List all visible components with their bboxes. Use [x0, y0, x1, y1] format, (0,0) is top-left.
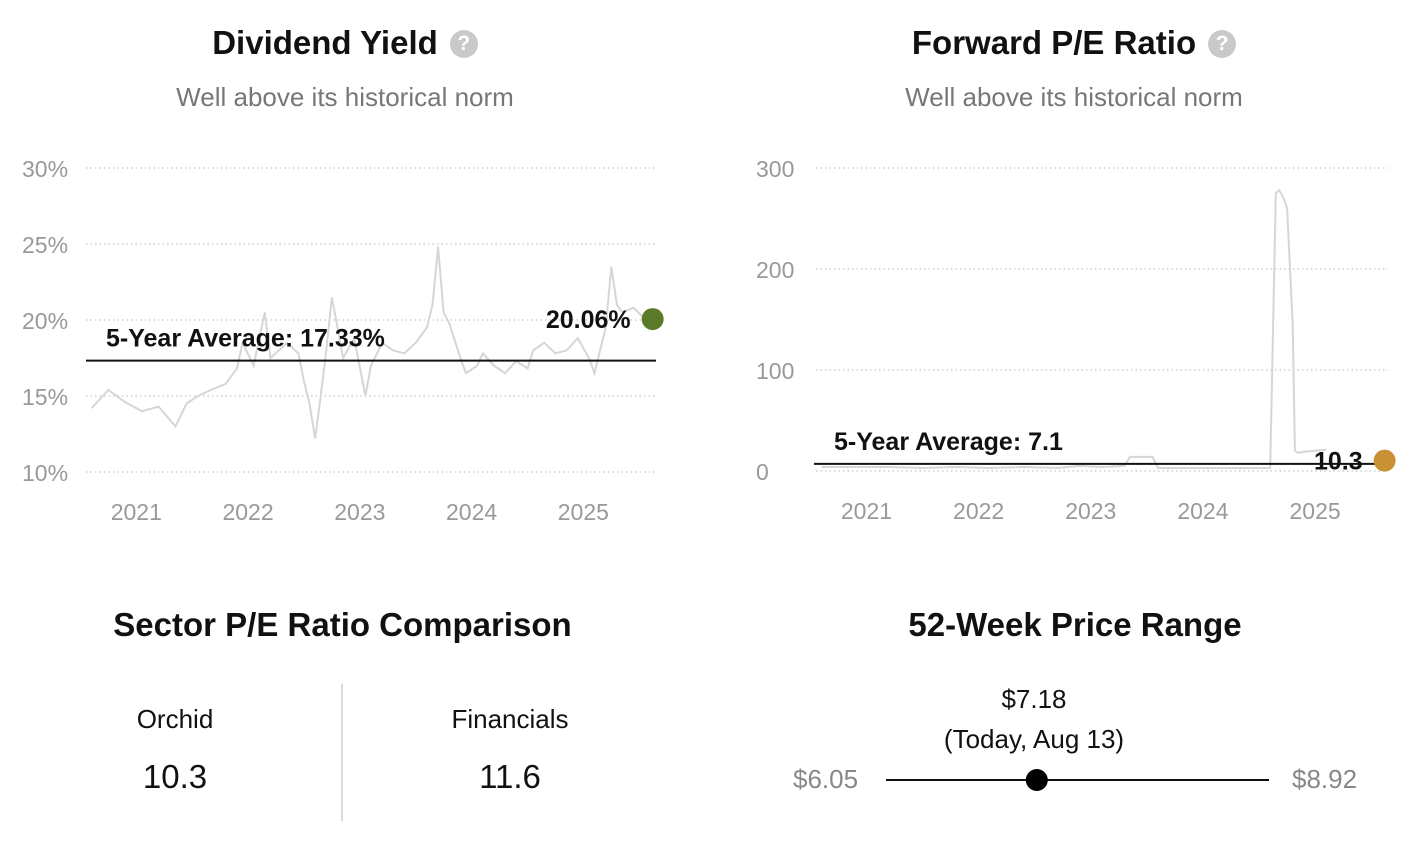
sector-pe-divider	[341, 684, 343, 821]
dividend-yield-subtitle: Well above its historical norm	[176, 82, 514, 112]
forward-pe-x-tick-label: 2022	[953, 498, 1004, 524]
sector-pe-title: Sector P/E Ratio Comparison	[113, 606, 572, 643]
forward-pe-y-tick-label: 0	[756, 459, 769, 485]
forward-pe-x-tick-label: 2024	[1177, 498, 1228, 524]
dividend-yield-title-row: Dividend Yield?	[0, 24, 690, 62]
question-circle-icon[interactable]: ?	[449, 30, 478, 58]
dividend-yield-y-tick-label: 10%	[22, 460, 68, 486]
price-range-title: 52-Week Price Range	[908, 606, 1242, 643]
dividend-yield-panel: Dividend Yield? Well above its historica…	[0, 0, 690, 560]
sector-pe-label-financials: Financials	[451, 704, 569, 734]
question-circle-icon[interactable]: ?	[1208, 30, 1237, 58]
forward-pe-y-tick-label: 300	[756, 156, 794, 182]
price-range-current-price: $7.18	[1001, 684, 1067, 714]
price-range-high: $8.92	[1292, 764, 1358, 794]
dividend-yield-current-label: 20.06%	[546, 306, 631, 334]
dividend-yield-series-line	[90, 246, 646, 439]
forward-pe-title: Forward P/E Ratio	[911, 24, 1197, 61]
dividend-yield-x-tick-label: 2023	[334, 499, 385, 525]
forward-pe-series-line	[821, 188, 1327, 470]
dividend-yield-title: Dividend Yield	[212, 24, 438, 61]
sector-pe-label-orchid: Orchid	[136, 704, 214, 734]
forward-pe-subtitle: Well above its historical norm	[905, 82, 1243, 112]
forward-pe-y-tick-label: 200	[756, 257, 794, 283]
price-range-current-date: (Today, Aug 13)	[943, 724, 1125, 754]
dividend-yield-y-tick-label: 25%	[22, 232, 68, 258]
forward-pe-x-tick-label: 2021	[841, 498, 892, 524]
price-range-low: $6.05	[793, 764, 859, 794]
forward-pe-current-label: 10.3	[1314, 448, 1363, 476]
sector-pe-value-orchid: 10.3	[142, 758, 208, 795]
dividend-yield-y-tick-label: 20%	[22, 308, 68, 334]
sector-pe-value-financials: 11.6	[479, 758, 541, 795]
dividend-yield-x-tick-label: 2021	[111, 499, 162, 525]
dividend-yield-current-point	[641, 308, 664, 331]
forward-pe-current-point	[1373, 449, 1396, 472]
dividend-yield-chart: 10% 15% 20% 25% 30% 2021 2022 2023 2024 2025 5-Yea…	[22, 156, 664, 525]
forward-pe-x-tick-label: 2023	[1065, 498, 1116, 524]
forward-pe-y-tick-label: 100	[756, 358, 794, 384]
dividend-yield-y-tick-label: 30%	[22, 156, 68, 182]
price-range-track	[886, 769, 1269, 791]
dividend-yield-y-tick-label: 15%	[22, 384, 68, 410]
forward-pe-panel: Forward P/E Ratio? Well above its histor…	[730, 0, 1418, 560]
dividend-yield-average-label: 5-Year Average: 17.33%	[106, 325, 385, 353]
dividend-yield-x-tick-label: 2022	[222, 499, 273, 525]
price-range-marker	[1025, 769, 1048, 791]
forward-pe-average-label: 5-Year Average: 7.1	[834, 428, 1063, 456]
dividend-yield-x-tick-label: 2025	[558, 499, 609, 525]
dividend-yield-x-tick-label: 2024	[446, 499, 497, 525]
forward-pe-chart: 0 100 200 300 2021 2022 2023 2024 2025 5-Year Ave…	[756, 156, 1396, 524]
forward-pe-x-tick-label: 2025	[1290, 498, 1341, 524]
forward-pe-title-row: Forward P/E Ratio?	[730, 24, 1418, 62]
